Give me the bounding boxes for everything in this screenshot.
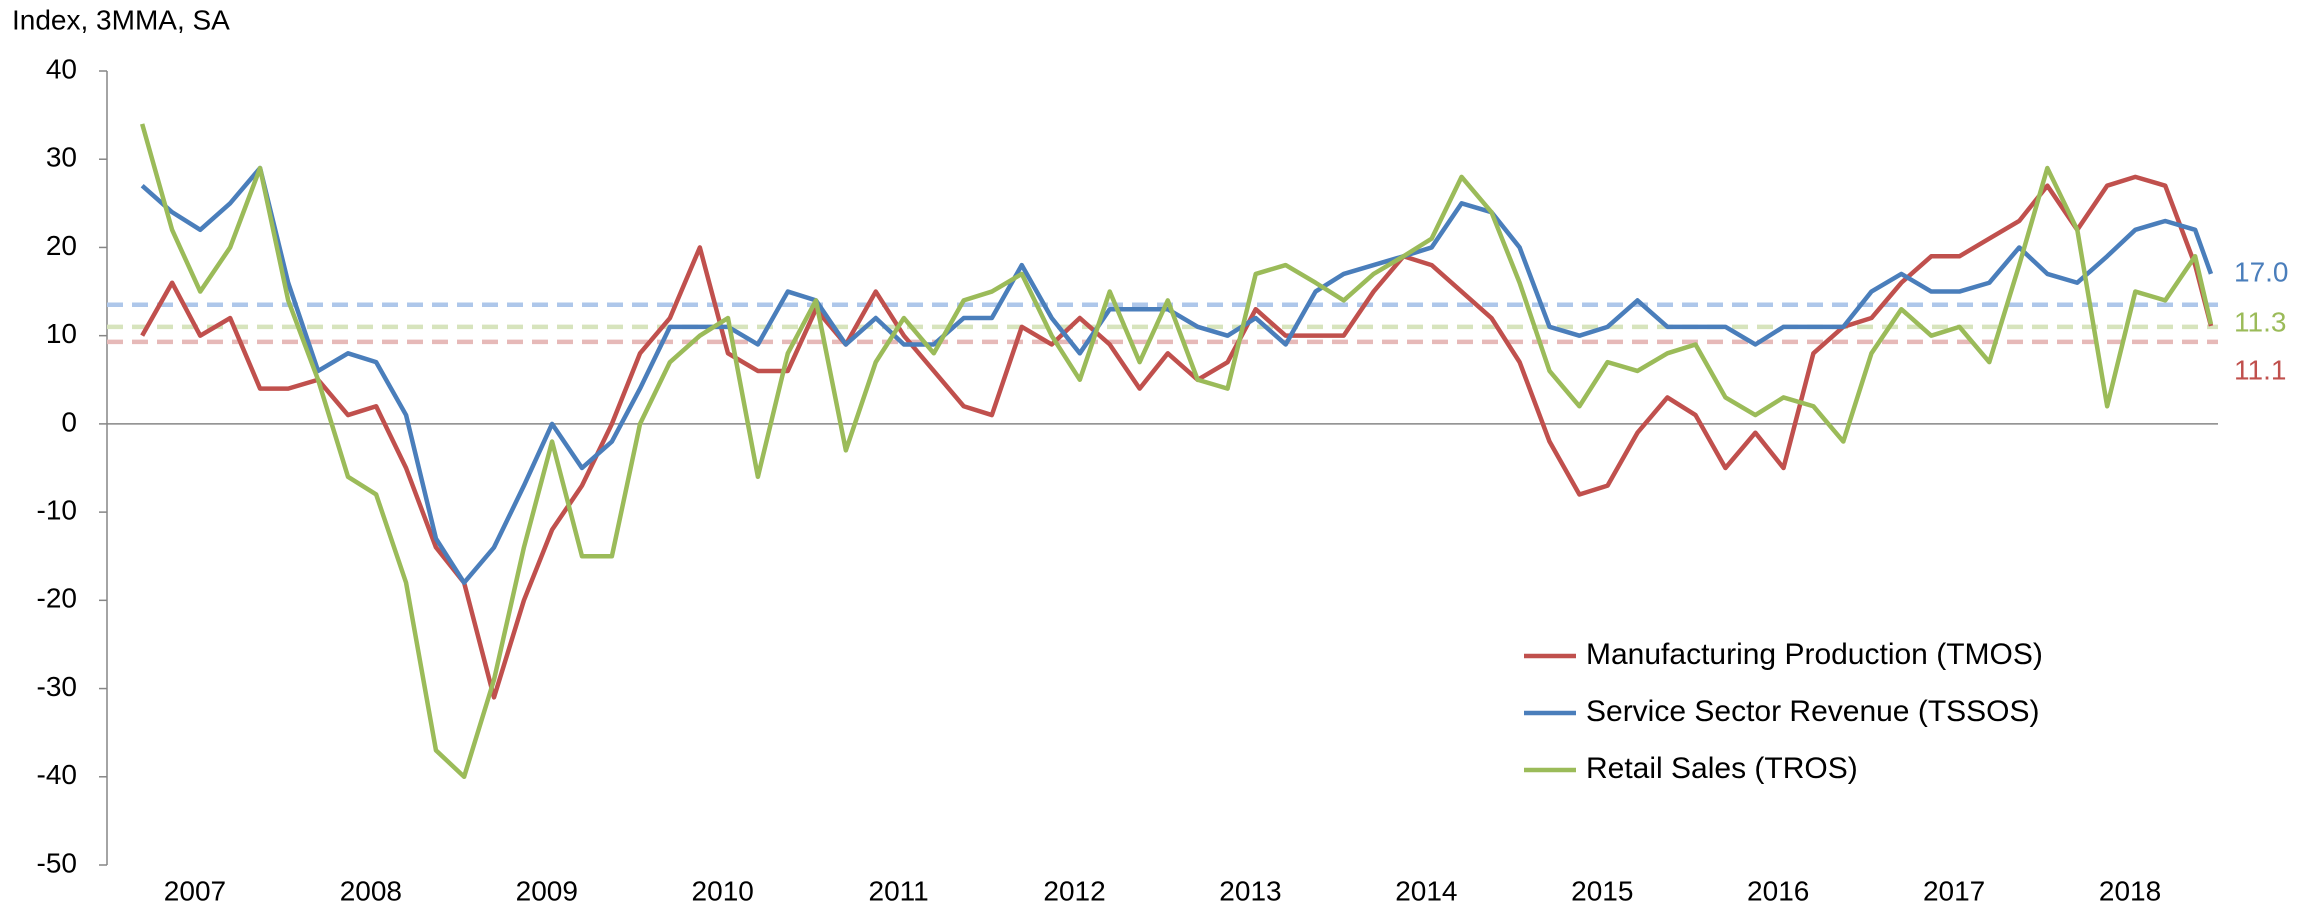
x-tick-label: 2013 xyxy=(1219,875,1281,906)
x-tick-label: 2008 xyxy=(340,875,402,906)
legend-label: Service Sector Revenue (TSSOS) xyxy=(1586,695,2040,728)
end-label: 11.3 xyxy=(2234,307,2286,338)
y-tick-label: 30 xyxy=(46,142,77,173)
y-tick-label: -30 xyxy=(37,671,77,702)
end-label: 17.0 xyxy=(2234,256,2289,287)
x-tick-label: 2017 xyxy=(1923,875,1985,906)
x-tick-label: 2015 xyxy=(1571,875,1633,906)
y-tick-label: -20 xyxy=(37,583,77,614)
end-label: 11.1 xyxy=(2234,355,2286,386)
y-tick-label: 40 xyxy=(46,53,77,84)
series-line xyxy=(140,165,2214,585)
x-tick-label: 2016 xyxy=(1747,875,1809,906)
legend-label: Manufacturing Production (TMOS) xyxy=(1586,638,2043,671)
x-tick-label: 2011 xyxy=(869,875,929,906)
y-tick-label: 10 xyxy=(46,318,77,349)
series-line xyxy=(140,123,2214,780)
x-tick-label: 2010 xyxy=(692,875,754,906)
y-tick-label: 20 xyxy=(46,230,77,261)
legend-label: Retail Sales (TROS) xyxy=(1586,752,1858,785)
x-tick-label: 2018 xyxy=(2099,875,2161,906)
y-tick-label: 0 xyxy=(61,406,77,437)
y-axis-title: Index, 3MMA, SA xyxy=(12,4,230,35)
x-tick-label: 2012 xyxy=(1043,875,1105,906)
x-tick-label: 2014 xyxy=(1395,875,1457,906)
x-tick-label: 2007 xyxy=(164,875,226,906)
y-tick-label: -10 xyxy=(37,495,77,526)
x-tick-label: 2009 xyxy=(516,875,578,906)
series-line xyxy=(140,174,2214,700)
y-tick-label: -40 xyxy=(37,759,77,790)
y-tick-label: -50 xyxy=(37,847,77,878)
